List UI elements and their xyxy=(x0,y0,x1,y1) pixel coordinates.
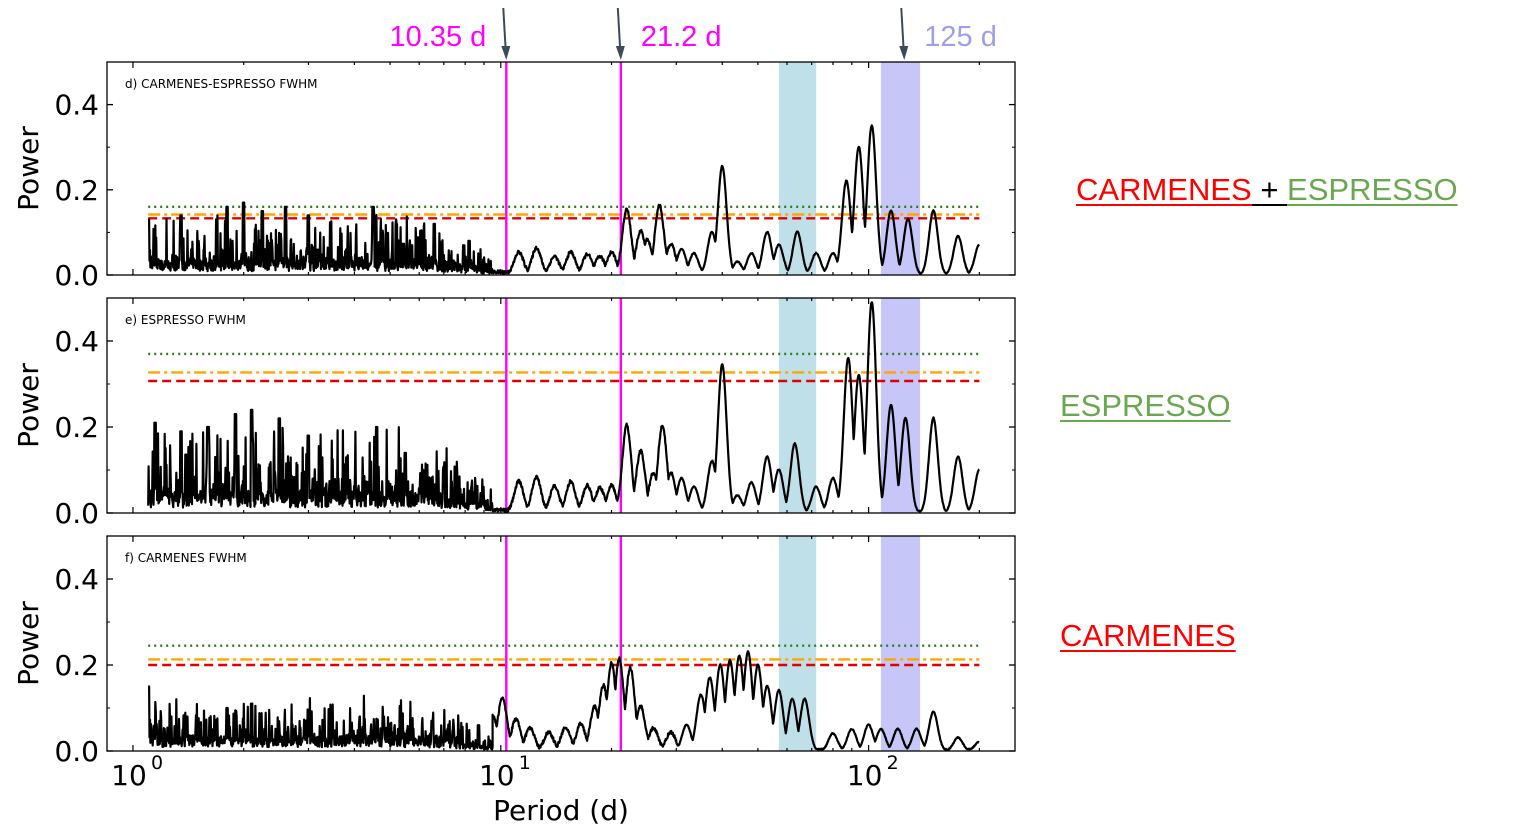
panel-label: d) CARMENES-ESPRESSO FWHM xyxy=(125,77,317,91)
y-tick-label: 0.0 xyxy=(54,497,99,530)
blue-period-band xyxy=(880,62,921,275)
y-tick-label: 0.2 xyxy=(54,174,99,207)
x-tick-label-exponent: 2 xyxy=(887,752,899,774)
side-label-espresso-only: ESPRESSO xyxy=(1060,388,1231,424)
x-axis-label: Period (d) xyxy=(493,794,629,827)
x-tick-label: 10 2 xyxy=(847,752,899,792)
y-tick-label: 0.2 xyxy=(54,411,99,444)
arrow-head xyxy=(615,46,625,60)
x-tick-label-base: 10 xyxy=(847,759,883,792)
arrow-shaft xyxy=(900,7,905,53)
x-tick-label-base: 10 xyxy=(111,759,147,792)
y-tick-label: 0.2 xyxy=(54,649,99,682)
side-label-carmenes-espresso: CARMENES + ESPRESSO xyxy=(1076,172,1458,208)
panel-plot-area xyxy=(147,298,980,513)
annotation-21-2d: 21.2 d xyxy=(641,21,722,53)
side-label-espresso-text: ESPRESSO xyxy=(1060,388,1231,423)
panel-d: 0.0 0.2 0.4 d) CARMENES-ESPRESSO FWHM Power xyxy=(12,61,1016,292)
annotation-125d: 125 d xyxy=(924,21,997,53)
y-tick-label: 0.4 xyxy=(54,89,99,122)
arrow-head xyxy=(501,46,511,60)
panel-f: 0.0 0.2 0.4 f) CARMENES FWHM Power xyxy=(12,535,1016,768)
axes-frame xyxy=(106,297,1016,514)
side-label-carmenes-text: CARMENES xyxy=(1060,618,1236,653)
side-label-carmenes: CARMENES xyxy=(1076,172,1252,207)
y-tick-label: 0.0 xyxy=(54,259,99,292)
arrow-shaft xyxy=(616,7,622,53)
cyan-period-band xyxy=(778,298,817,513)
axes-frame xyxy=(106,61,1016,276)
periodogram-line xyxy=(147,124,980,275)
side-label-espresso: ESPRESSO xyxy=(1287,172,1458,207)
y-tick-label: 0.4 xyxy=(54,325,99,358)
panel-label: f) CARMENES FWHM xyxy=(125,551,247,565)
cyan-period-band xyxy=(778,536,817,751)
panel-label: e) ESPRESSO FWHM xyxy=(125,313,246,327)
panel-plot-area xyxy=(147,536,980,751)
x-tick-label: 10 0 xyxy=(111,752,163,792)
period-arrow xyxy=(899,7,909,60)
cyan-period-band xyxy=(778,62,817,275)
y-axis-label: Power xyxy=(12,601,45,686)
y-axis-label: Power xyxy=(12,363,45,448)
panel-plot-area xyxy=(147,62,980,275)
period-arrow xyxy=(501,7,511,60)
periodogram-line xyxy=(147,301,980,513)
panel-e: 0.0 0.2 0.4 e) ESPRESSO FWHM Power xyxy=(12,297,1016,530)
x-tick-label-exponent: 0 xyxy=(151,752,163,774)
x-tick-label: 10 1 xyxy=(479,752,531,792)
y-axis-label: Power xyxy=(12,126,45,211)
arrow-head xyxy=(899,46,909,60)
side-label-carmenes-only: CARMENES xyxy=(1060,618,1236,654)
blue-period-band xyxy=(880,298,921,513)
blue-period-band xyxy=(880,536,921,751)
arrow-shaft xyxy=(502,7,507,53)
annotation-10-35d: 10.35 d xyxy=(390,21,487,53)
periodogram-line xyxy=(147,650,980,751)
x-tick-label-exponent: 1 xyxy=(519,752,531,774)
side-label-plus: + xyxy=(1251,172,1288,207)
period-arrow xyxy=(615,7,625,60)
axes-frame xyxy=(106,535,1016,752)
y-tick-label: 0.0 xyxy=(54,735,99,768)
y-tick-label: 0.4 xyxy=(54,563,99,596)
x-tick-label-base: 10 xyxy=(479,759,515,792)
